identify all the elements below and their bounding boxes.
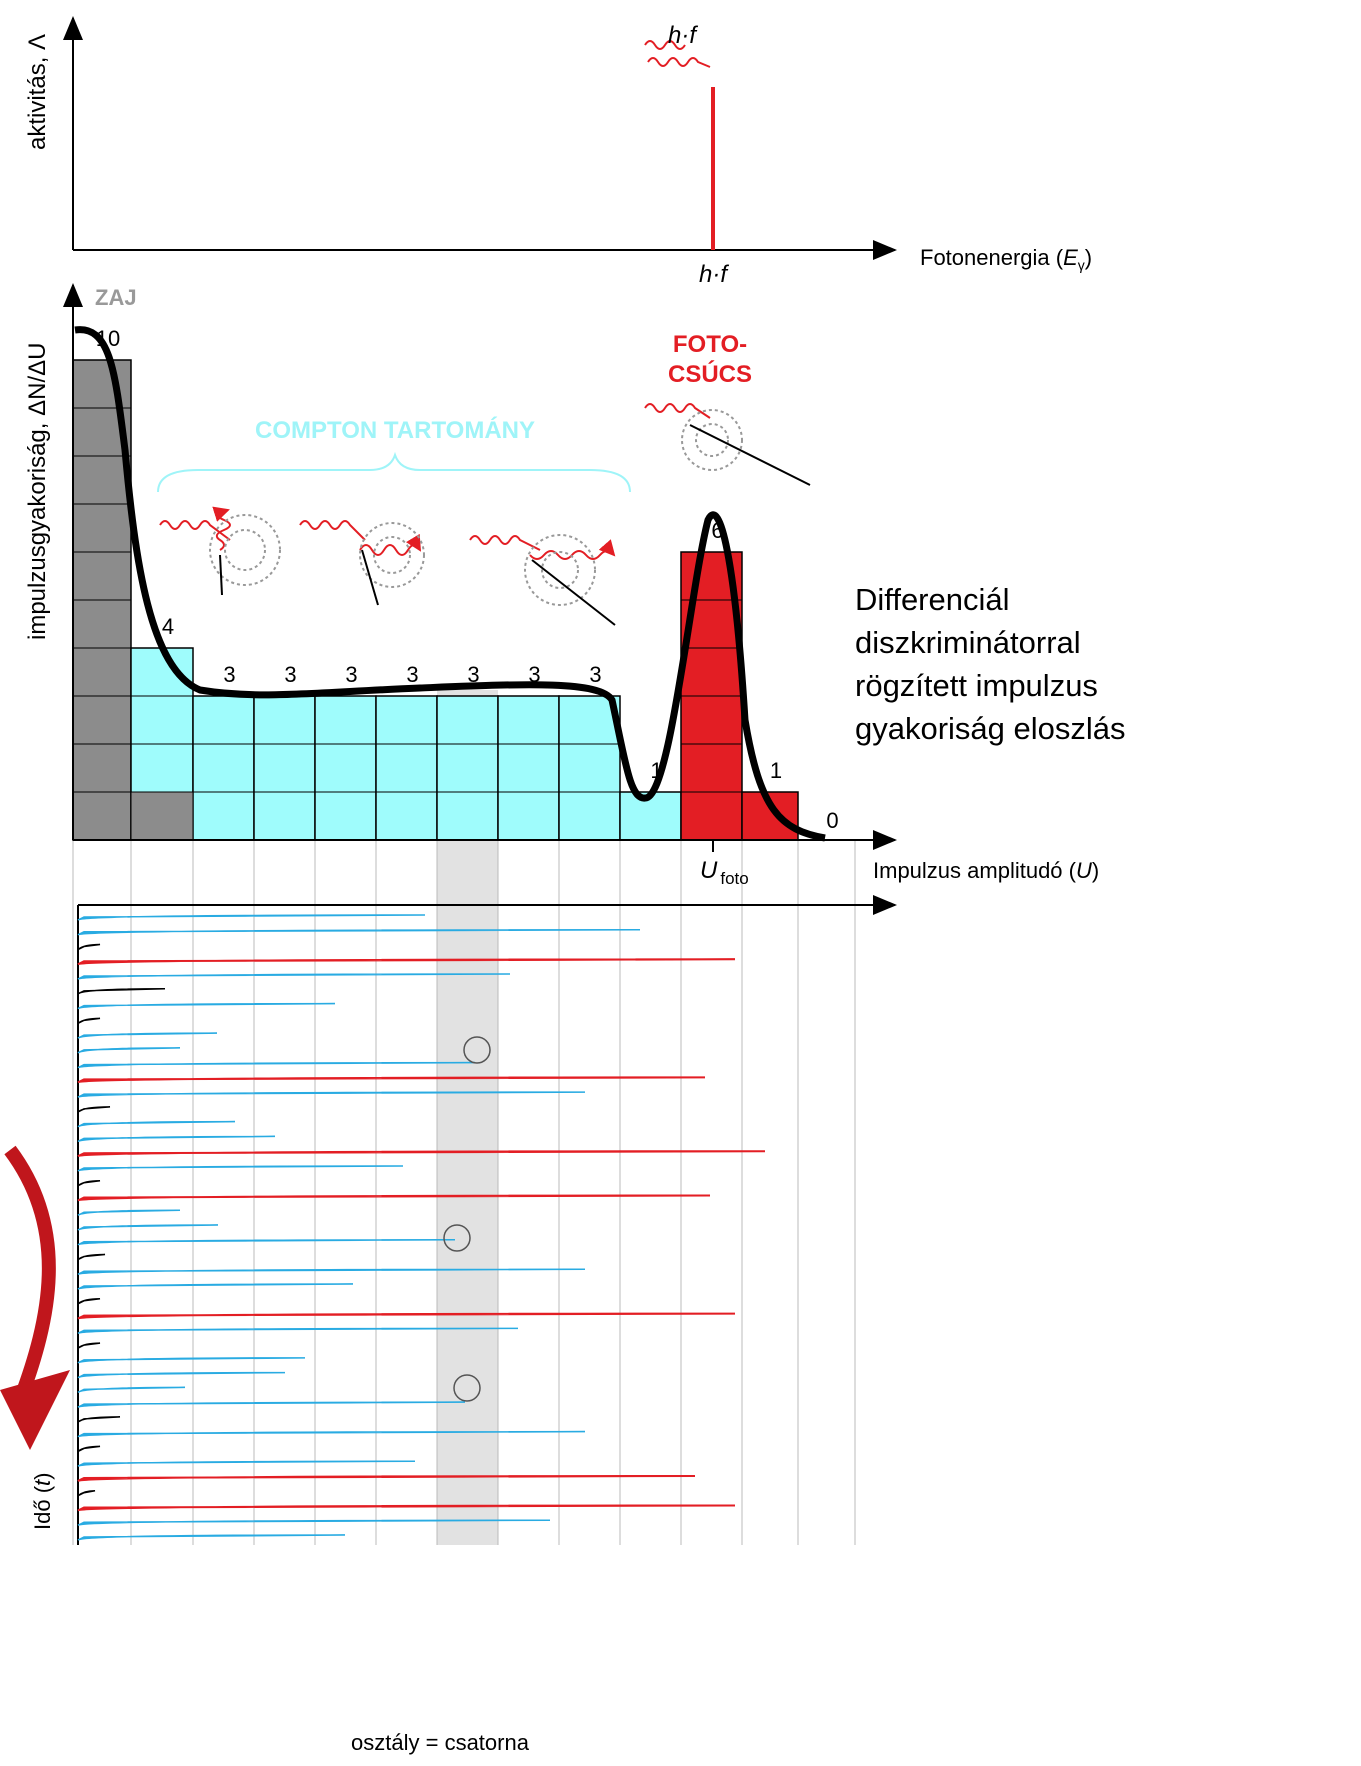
bar bbox=[375, 695, 438, 841]
pulse bbox=[77, 1091, 586, 1098]
interaction-icons bbox=[159, 403, 811, 626]
bar bbox=[192, 695, 255, 841]
pulse bbox=[77, 1002, 336, 1010]
pulse bbox=[77, 1504, 736, 1512]
pulses bbox=[77, 914, 766, 1541]
pulse bbox=[77, 1519, 551, 1526]
pulse bbox=[77, 1386, 186, 1394]
pulse bbox=[77, 1327, 519, 1335]
pulse bbox=[77, 1283, 354, 1290]
pulse bbox=[77, 1209, 181, 1216]
peak-label: h·f bbox=[668, 22, 698, 49]
count-label: 1 bbox=[770, 758, 782, 783]
pulse bbox=[77, 929, 641, 936]
count-label: 3 bbox=[589, 662, 601, 687]
pulse bbox=[77, 1165, 404, 1172]
x-label: Fotonenergia (Eγ) bbox=[920, 245, 1092, 273]
pulse bbox=[77, 1474, 696, 1482]
description-line: rögzített impulzus bbox=[855, 668, 1098, 703]
pulse bbox=[77, 1342, 101, 1349]
count-label: 3 bbox=[345, 662, 357, 687]
count-label: 3 bbox=[528, 662, 540, 687]
pulse bbox=[77, 1489, 96, 1497]
count-label: 4 bbox=[162, 614, 174, 639]
fitted-curve bbox=[74, 326, 826, 842]
pulse bbox=[77, 1120, 236, 1128]
pulse bbox=[77, 1061, 476, 1069]
pulse bbox=[77, 1401, 466, 1408]
x-tick-label: h·f bbox=[699, 261, 729, 288]
pulse bbox=[77, 1017, 101, 1025]
count-label: 3 bbox=[406, 662, 418, 687]
footer: osztály = csatorna bbox=[351, 1730, 530, 1755]
noise-cell bbox=[130, 791, 194, 841]
photo-label: FOTO- bbox=[673, 331, 747, 358]
y-label: impulzusgyakoriság, ΔN/ΔU bbox=[24, 343, 51, 641]
pulse bbox=[77, 1032, 218, 1039]
bar bbox=[314, 695, 377, 841]
pulse bbox=[77, 1445, 101, 1453]
bar bbox=[497, 695, 560, 841]
channel-grid bbox=[72, 840, 856, 1545]
compton-brace bbox=[157, 451, 631, 493]
pulse bbox=[77, 1106, 111, 1113]
photon-wave bbox=[644, 40, 711, 68]
noise-label: ZAJ bbox=[95, 285, 137, 310]
bar bbox=[436, 695, 499, 841]
pulse bbox=[77, 1150, 766, 1158]
count-label: 3 bbox=[223, 662, 235, 687]
x-label: Impulzus amplitudó (U) bbox=[873, 858, 1099, 883]
pulse bbox=[77, 1298, 101, 1305]
pulse bbox=[77, 1076, 706, 1084]
count-label: 0 bbox=[826, 808, 838, 833]
pulse bbox=[77, 914, 426, 921]
pulse bbox=[77, 1239, 456, 1246]
pulse bbox=[77, 958, 736, 966]
pulse bbox=[77, 1357, 306, 1364]
pulse bbox=[77, 943, 101, 951]
count-label: 3 bbox=[284, 662, 296, 687]
y-label: aktivitás, Λ bbox=[24, 34, 51, 150]
pulse bbox=[77, 1179, 101, 1187]
description: Differenciál diszkriminátorral rögzített i… bbox=[855, 582, 1126, 746]
photo-label: CSÚCS bbox=[668, 360, 752, 388]
pulse bbox=[77, 1534, 346, 1541]
description-line: gyakoriság eloszlás bbox=[855, 711, 1126, 746]
time-label: Idő (t) bbox=[30, 1473, 55, 1530]
pulse bbox=[77, 988, 166, 995]
pulse bbox=[77, 1430, 586, 1438]
pulse bbox=[77, 1416, 121, 1423]
pulse bbox=[77, 1135, 276, 1143]
pulse bbox=[77, 1253, 106, 1261]
description-line: Differenciál bbox=[855, 582, 1010, 617]
bar bbox=[253, 695, 316, 841]
pulse bbox=[77, 1312, 736, 1320]
pulse bbox=[77, 1047, 181, 1054]
pulse bbox=[77, 1224, 219, 1231]
pulse bbox=[77, 1460, 416, 1467]
pulse bbox=[77, 1268, 586, 1276]
pulse bbox=[77, 1194, 711, 1202]
time-arrow bbox=[4, 1145, 56, 1403]
bar bbox=[558, 695, 621, 841]
time-arrowhead bbox=[0, 1370, 70, 1450]
description-line: diszkriminátorral bbox=[855, 625, 1081, 660]
pulse bbox=[77, 1371, 286, 1379]
compton-label: COMPTON TARTOMÁNY bbox=[255, 416, 535, 444]
marker-circles bbox=[443, 1036, 491, 1402]
bar bbox=[619, 791, 682, 841]
pulse bbox=[77, 973, 511, 980]
count-label: 3 bbox=[467, 662, 479, 687]
